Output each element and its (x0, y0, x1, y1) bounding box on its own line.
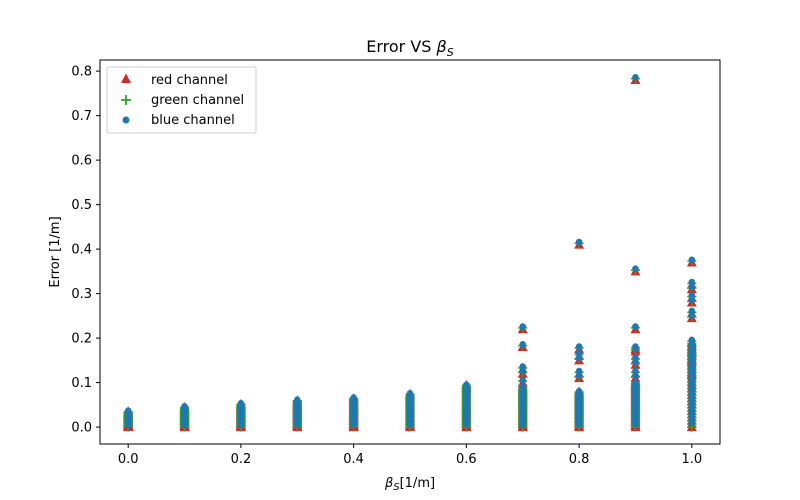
blue-channel-point (632, 74, 639, 81)
y-tick-label: 0.5 (71, 198, 92, 213)
blue-channel-point (350, 394, 357, 402)
blue-channel-point (632, 323, 639, 330)
y-tick-label: 0.8 (71, 65, 92, 80)
y-tick-label: 0.3 (71, 287, 92, 302)
chart-title-subscript: S (447, 46, 454, 59)
y-tick-label: 0.7 (71, 109, 92, 124)
y-tick-label: 0.2 (71, 332, 92, 347)
blue-channel-point (519, 383, 527, 391)
legend: red channel green channel blue channel (106, 66, 257, 134)
x-tick-label: 0.0 (118, 452, 139, 467)
blue-channel-point (237, 400, 245, 407)
blue-channel-point (575, 387, 583, 395)
legend-label-blue: blue channel (151, 113, 235, 128)
data-marks (123, 74, 697, 432)
legend-label-green: green channel (151, 93, 244, 108)
blue-channel-point (406, 390, 414, 397)
legend-marker-red (121, 73, 131, 83)
x-tick-label: 1.0 (681, 452, 702, 467)
legend-marker-blue (122, 116, 130, 124)
y-axis-label: Error [1/m] (48, 216, 63, 287)
y-tick-label: 0.6 (71, 154, 92, 169)
blue-channel-point (632, 345, 639, 353)
blue-channel-point (575, 372, 583, 379)
legend-marker-green (121, 95, 131, 105)
x-axis-label-unit: [1/m] (400, 476, 435, 491)
chart-title: Error VS βS (366, 37, 454, 59)
blue-channel-point (688, 312, 696, 319)
blue-channel-point (575, 343, 583, 350)
y-tick-label: 0.0 (71, 421, 92, 436)
x-tick-label: 0.4 (343, 452, 364, 467)
chart-title-text: Error VS (366, 37, 436, 56)
blue-channel-point (688, 256, 696, 264)
x-axis-label-symbol: β (384, 476, 393, 491)
axis-ticks: 0.0 0.2 0.4 0.6 0.8 1.0 0.0 0.1 0.2 0.3 0.4 0.5 0.6 0… (71, 65, 702, 467)
x-axis-label-subscript: S (393, 482, 400, 493)
blue-channel-point (575, 354, 583, 361)
blue-channel-point (519, 323, 527, 330)
blue-channel-point (519, 376, 527, 384)
legend-label-red: red channel (151, 73, 228, 88)
blue-channel-point (519, 367, 527, 375)
blue-channel-point (181, 403, 188, 410)
blue-channel-point (124, 407, 132, 414)
blue-channel-point (575, 238, 583, 246)
blue-channel-point (688, 283, 696, 290)
legend-box (106, 66, 257, 134)
x-tick-label: 0.6 (456, 452, 477, 467)
blue-channel-point (632, 265, 639, 272)
blue-channel-point (519, 341, 527, 348)
y-tick-label: 0.4 (71, 243, 92, 258)
chart-title-symbol: β (436, 37, 447, 56)
x-tick-label: 0.2 (231, 452, 252, 467)
blue-channel-point (688, 354, 696, 361)
blue-channel-point (463, 381, 470, 389)
blue-channel-point (688, 296, 696, 304)
x-tick-label: 0.8 (569, 452, 590, 467)
blue-channel-point (632, 358, 639, 366)
blue-channel-point (632, 379, 639, 386)
blue-channel-point (293, 396, 301, 404)
blue-channel-point (688, 367, 696, 375)
blue-channel-point (632, 372, 639, 379)
x-axis-label: βS[1/m] (384, 476, 435, 493)
y-tick-label: 0.1 (71, 376, 92, 391)
blue-channel-point (688, 336, 696, 344)
plot-area-frame (99, 59, 721, 445)
